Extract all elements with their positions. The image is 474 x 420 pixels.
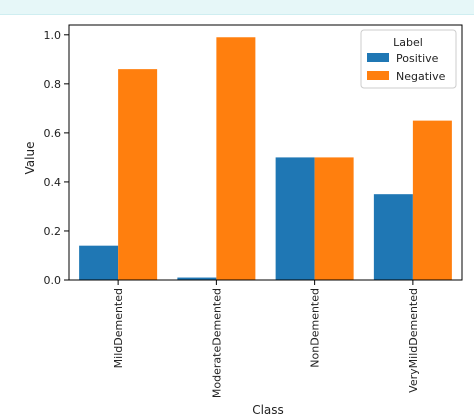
y-tick-label: 0.6: [44, 127, 62, 140]
ticks-layer: 0.0 0.2 0.4 0.6 0.8 1.0 MildDemented ModerateDe…: [44, 29, 420, 398]
bar-negative-moderatedemented: [216, 37, 256, 281]
x-tick-label: NonDemented: [309, 288, 322, 368]
bar-positive-nondemented: [275, 157, 315, 280]
bar-negative-nondemented: [314, 157, 354, 280]
y-tick-label: 0.4: [44, 176, 62, 189]
x-tick-label: VeryMildDemented: [407, 288, 420, 393]
x-axis-label: Class: [252, 403, 284, 417]
bar-negative-milddemented: [118, 69, 158, 280]
bar-positive-verymilddemented: [373, 194, 413, 280]
y-tick-label: 0.0: [44, 274, 62, 287]
y-tick-label: 0.2: [44, 225, 62, 238]
bars-layer: [79, 37, 452, 281]
x-tick-label: MildDemented: [112, 288, 125, 368]
legend-swatch-negative: [367, 71, 389, 80]
legend: Label Positive Negative: [360, 29, 457, 89]
legend-label-negative: Negative: [396, 70, 446, 83]
bar-negative-verymilddemented: [412, 120, 452, 280]
y-axis-label: Value: [23, 142, 37, 175]
plot-area-border: [68, 24, 463, 281]
legend-title: Label: [393, 36, 423, 49]
y-tick-label: 1.0: [44, 29, 62, 42]
bar-positive-moderatedemented: [177, 277, 217, 280]
legend-label-positive: Positive: [396, 52, 439, 65]
x-tick-label: ModerateDemented: [210, 288, 223, 398]
bar-positive-milddemented: [79, 245, 119, 280]
y-tick-label: 0.8: [44, 78, 62, 91]
top-border-strip: [0, 0, 474, 15]
axes-layer: [68, 24, 463, 281]
legend-swatch-positive: [367, 53, 389, 62]
